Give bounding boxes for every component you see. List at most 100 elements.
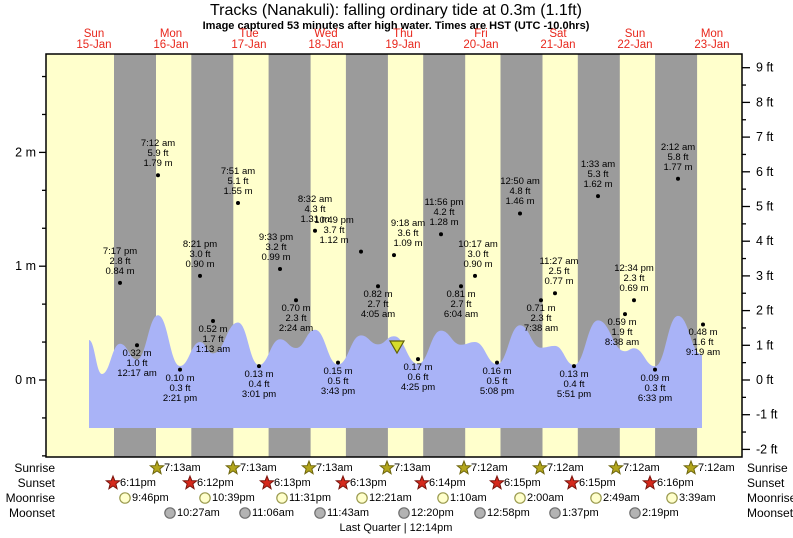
moonset-time: 11:43am bbox=[327, 507, 369, 519]
right-axis-label: 6 ft bbox=[756, 165, 774, 179]
astro-row-label-right: Moonset bbox=[747, 506, 793, 520]
tide-dot bbox=[392, 253, 396, 258]
moonset-time: 1:37pm bbox=[562, 507, 599, 519]
tide-annotation-low: 0.16 m 0.5 ft 5:08 pm bbox=[479, 365, 515, 397]
tide-dot bbox=[313, 228, 317, 233]
tide-annotation-high: 9:18 am 3.6 ft 1.09 m bbox=[390, 218, 426, 250]
sunrise-time: 7:12am bbox=[547, 462, 584, 474]
moonset-marker-icon bbox=[629, 507, 641, 519]
tide-dot bbox=[596, 194, 600, 199]
sunrise-time: 7:13am bbox=[164, 462, 201, 474]
tide-dot bbox=[178, 367, 182, 372]
tide-dot bbox=[701, 322, 705, 327]
sunset-time: 6:16pm bbox=[657, 477, 694, 489]
tide-dot bbox=[135, 343, 139, 348]
tide-annotation-low: 0.48 m 1.6 ft 9:19 am bbox=[685, 327, 721, 359]
tide-dot bbox=[623, 312, 627, 317]
sunrise-marker-icon bbox=[682, 459, 700, 475]
moonset-marker-icon bbox=[164, 507, 176, 519]
tide-annotation-high: 10:49 pm 3.7 ft 1.12 m bbox=[314, 214, 354, 246]
moonrise-marker-icon bbox=[119, 492, 131, 504]
tide-dot bbox=[294, 298, 298, 303]
tide-annotation-high: 7:51 am 5.1 ft 1.55 m bbox=[220, 166, 256, 198]
tide-dot bbox=[518, 211, 522, 216]
day-header: Sat 21-Jan bbox=[540, 28, 576, 51]
tide-annotation-low: 0.13 m 0.4 ft 5:51 pm bbox=[556, 369, 592, 401]
tide-dot bbox=[553, 291, 557, 296]
tide-annotation-low: 0.82 m 2.7 ft 4:05 am bbox=[360, 289, 396, 321]
sunset-time: 6:14pm bbox=[429, 477, 466, 489]
tide-annotation-high: 10:17 am 3.0 ft 0.90 m bbox=[458, 238, 498, 270]
sunset-marker-icon bbox=[413, 474, 431, 490]
tide-dot bbox=[236, 201, 240, 206]
moonset-time: 2:19pm bbox=[642, 507, 679, 519]
tide-annotation-low: 0.17 m 0.6 ft 4:25 pm bbox=[400, 362, 436, 394]
tide-dot bbox=[198, 273, 202, 278]
day-header: Thu 19-Jan bbox=[385, 28, 421, 51]
tide-annotation-high: 2:12 am 5.8 ft 1.77 m bbox=[660, 141, 696, 173]
day-header: Sun 15-Jan bbox=[76, 28, 112, 51]
tide-dot bbox=[572, 364, 576, 369]
moonrise-time: 11:31pm bbox=[289, 492, 331, 504]
moonset-time: 10:27am bbox=[177, 507, 220, 519]
right-axis-label: 1 ft bbox=[756, 338, 774, 352]
sunrise-time: 7:13am bbox=[394, 462, 431, 474]
left-axis-label: 0 m bbox=[15, 373, 36, 387]
sunrise-time: 7:13am bbox=[316, 462, 353, 474]
tide-annotation-high: 12:50 am 4.8 ft 1.46 m bbox=[500, 176, 540, 208]
day-header: Wed 18-Jan bbox=[308, 28, 344, 51]
sunset-time: 6:12pm bbox=[197, 477, 234, 489]
tide-annotation-high: 12:34 pm 2.3 ft 0.69 m bbox=[614, 263, 654, 295]
right-axis-label: 8 ft bbox=[756, 95, 774, 109]
moonrise-marker-icon bbox=[356, 492, 368, 504]
astro-row-label-right: Moonrise bbox=[747, 491, 793, 505]
moonrise-time: 10:39pm bbox=[212, 492, 255, 504]
moonrise-time: 3:39am bbox=[679, 492, 716, 504]
sunrise-time: 7:12am bbox=[471, 462, 508, 474]
sunset-marker-icon bbox=[641, 474, 659, 490]
moonrise-marker-icon bbox=[276, 492, 288, 504]
sunset-marker-icon bbox=[488, 474, 506, 490]
right-axis-label: -2 ft bbox=[756, 442, 778, 456]
moonrise-time: 12:21am bbox=[369, 492, 412, 504]
sunset-time: 6:15pm bbox=[579, 477, 616, 489]
day-header: Mon 23-Jan bbox=[694, 28, 730, 51]
moonrise-marker-icon bbox=[666, 492, 678, 504]
tide-dot bbox=[459, 284, 463, 289]
left-axis-label: 2 m bbox=[15, 145, 36, 159]
tide-dot bbox=[676, 176, 680, 181]
tide-annotation-low: 0.52 m 1.7 ft 1:13 am bbox=[195, 324, 231, 355]
tide-annotation-low: 0.09 m 0.3 ft 6:33 pm bbox=[637, 372, 673, 404]
tide-dot bbox=[632, 298, 636, 303]
moonrise-marker-icon bbox=[437, 492, 449, 504]
tide-dot bbox=[439, 232, 443, 237]
tide-dot bbox=[156, 173, 160, 178]
sunset-time: 6:15pm bbox=[504, 477, 541, 489]
sunset-time: 6:11pm bbox=[120, 477, 156, 489]
tide-dot bbox=[495, 360, 499, 365]
tide-dot bbox=[118, 280, 122, 285]
day-header: Tue 17-Jan bbox=[231, 28, 267, 51]
tide-annotation-high: 1:33 am 5.3 ft 1.62 m bbox=[580, 159, 616, 191]
tide-annotation-low: 0.81 m 2.7 ft 6:04 am bbox=[443, 289, 479, 321]
chart-title: Tracks (Nanakuli): falling ordinary tide… bbox=[210, 2, 582, 19]
tide-annotation-high: 11:27 am 2.5 ft 0.77 m bbox=[539, 256, 579, 288]
tide-annotation-low: 0.13 m 0.4 ft 3:01 pm bbox=[241, 369, 277, 401]
moonset-time: 11:06am bbox=[252, 507, 294, 519]
sunrise-marker-icon bbox=[224, 459, 242, 475]
tide-dot bbox=[336, 360, 340, 365]
sunrise-time: 7:12am bbox=[623, 462, 660, 474]
tide-annotation-high: 7:17 pm 2.8 ft 0.84 m bbox=[102, 245, 138, 277]
moonrise-time: 2:49am bbox=[603, 492, 640, 504]
day-header: Sun 22-Jan bbox=[617, 28, 653, 51]
right-axis-label: 5 ft bbox=[756, 200, 774, 214]
day-header: Fri 20-Jan bbox=[463, 28, 499, 51]
astro-row-label-right: Sunset bbox=[747, 476, 785, 490]
chart-subtitle: Image captured 53 minutes after high wat… bbox=[202, 20, 590, 32]
sunrise-marker-icon bbox=[531, 459, 549, 475]
moonset-marker-icon bbox=[314, 507, 326, 519]
moonset-time: 12:58pm bbox=[487, 507, 530, 519]
sunset-marker-icon bbox=[181, 474, 199, 490]
